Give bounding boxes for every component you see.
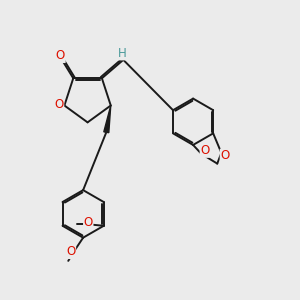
Polygon shape xyxy=(104,106,111,133)
Text: O: O xyxy=(54,98,64,111)
Text: O: O xyxy=(66,245,76,258)
Text: O: O xyxy=(84,216,93,229)
Text: O: O xyxy=(56,50,65,62)
Text: O: O xyxy=(200,144,209,157)
Text: H: H xyxy=(118,47,127,60)
Text: O: O xyxy=(220,149,230,162)
